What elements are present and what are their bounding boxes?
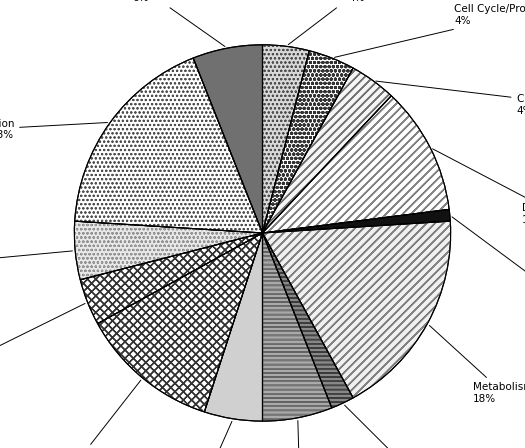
Text: DNA Repair
1%: DNA Repair 1% bbox=[452, 217, 525, 311]
Text: Scaffolding
5%: Scaffolding 5% bbox=[173, 422, 232, 448]
Wedge shape bbox=[262, 45, 309, 233]
Wedge shape bbox=[193, 45, 262, 233]
Wedge shape bbox=[262, 233, 353, 408]
Text: Apoptosis
4%: Apoptosis 4% bbox=[288, 0, 382, 45]
Text: Mitosis/Meiosis
2%: Mitosis/Meiosis 2% bbox=[344, 405, 452, 448]
Wedge shape bbox=[80, 233, 262, 323]
Text: Development
11%: Development 11% bbox=[433, 149, 525, 225]
Text: Signaling
12%: Signaling 12% bbox=[54, 380, 141, 448]
Wedge shape bbox=[98, 233, 262, 412]
Wedge shape bbox=[204, 233, 262, 421]
Text: Cell Cycle/Proliferation
4%: Cell Cycle/Proliferation 4% bbox=[334, 4, 525, 57]
Text: Structure/Motility
4%: Structure/Motility 4% bbox=[0, 303, 85, 379]
Text: Trafficking
5%: Trafficking 5% bbox=[0, 250, 72, 272]
Text: RNA
Processing
6%: RNA Processing 6% bbox=[272, 421, 328, 448]
Wedge shape bbox=[262, 209, 450, 233]
Text: Transcription
18%: Transcription 18% bbox=[0, 119, 108, 140]
Wedge shape bbox=[262, 51, 353, 233]
Text: Ubiquitin Dynamics/
Protein Degradation
6%: Ubiquitin Dynamics/ Protein Degradation … bbox=[88, 0, 225, 47]
Wedge shape bbox=[262, 233, 332, 421]
Wedge shape bbox=[262, 68, 391, 233]
Wedge shape bbox=[75, 58, 262, 233]
Text: Metabolism
18%: Metabolism 18% bbox=[429, 326, 525, 404]
Wedge shape bbox=[262, 221, 450, 398]
Wedge shape bbox=[262, 96, 449, 233]
Text: Chromatin Remodeling
4%: Chromatin Remodeling 4% bbox=[376, 81, 525, 116]
Wedge shape bbox=[75, 221, 262, 280]
